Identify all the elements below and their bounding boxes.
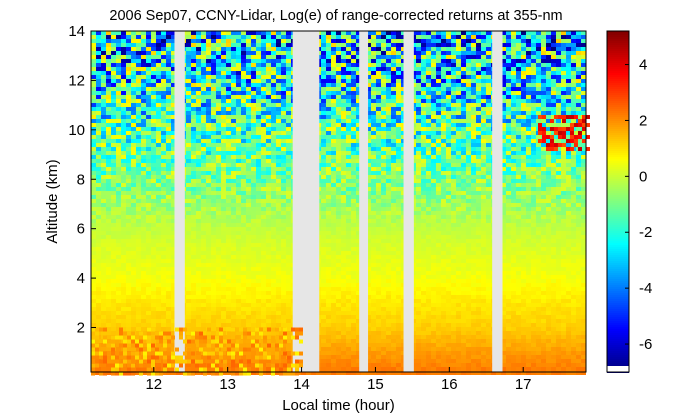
data-gap-3: [403, 31, 414, 372]
colorbar-tick-label: 4: [639, 57, 647, 74]
colorbar-tick-label: 2: [639, 112, 647, 129]
colorbar-tick-label: -4: [639, 280, 652, 297]
y-tick-label: 2: [77, 320, 85, 337]
x-tick-label: 14: [293, 376, 310, 393]
plot-area: [90, 30, 590, 376]
y-tick-label: 4: [77, 270, 85, 287]
data-gaps: [174, 31, 503, 372]
data-gap-2: [359, 31, 369, 372]
y-axis-label: Altitude (km): [44, 159, 61, 243]
y-tick-label: 14: [68, 23, 85, 40]
x-tick-label: 16: [441, 376, 458, 393]
y-tick-label: 12: [68, 72, 85, 89]
data-gap-1: [292, 31, 320, 372]
y-axis: 2 4 6 8 10 12 14: [68, 23, 96, 337]
heatmap-cells: [91, 31, 586, 375]
y-tick-label: 8: [77, 171, 85, 188]
y-tick-label: 6: [77, 221, 85, 238]
colorbar-tick-label: -6: [639, 336, 652, 353]
x-tick-label: 13: [219, 376, 236, 393]
colorbar-ticks: 4 2 0 -2 -4 -6: [625, 57, 652, 353]
x-tick-label: 17: [515, 376, 532, 393]
colorbar-frame: [606, 30, 630, 373]
chart-title: 2006 Sep07, CCNY-Lidar, Log(e) of range-…: [109, 8, 562, 24]
data-gap-0: [174, 31, 185, 372]
x-axis: 12 13 14 15 16 17: [145, 367, 532, 393]
x-axis-label: Local time (hour): [282, 397, 395, 414]
y-tick-label: 10: [68, 122, 85, 139]
colorbar-tick-label: 0: [639, 168, 647, 185]
x-tick-label: 15: [367, 376, 384, 393]
colorbar-tick-label: -2: [639, 224, 652, 241]
plot-frame: [90, 30, 587, 373]
x-tick-label: 12: [145, 376, 162, 393]
aerosol-features: [91, 115, 590, 376]
data-gap-4: [492, 31, 503, 372]
colorbar-gradient: [607, 31, 629, 373]
colorbar: 4 2 0 -2 -4 -6: [606, 30, 652, 373]
